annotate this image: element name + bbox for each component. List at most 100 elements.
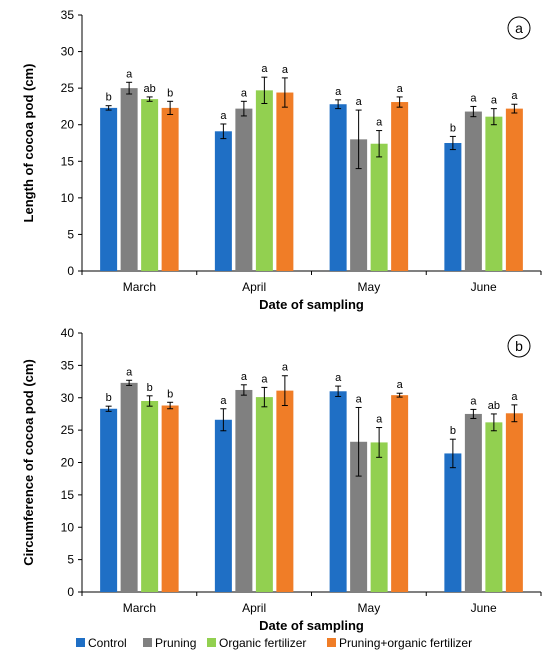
bar-control	[444, 143, 462, 271]
significance-letter: a	[220, 110, 227, 122]
bar-organic-fertilizer	[141, 400, 159, 592]
panel-label: a	[515, 20, 523, 36]
legend-label: Pruning	[155, 636, 196, 650]
legend-label: Control	[88, 636, 127, 650]
y-tick-label: 25	[61, 81, 75, 95]
significance-letter: b	[106, 392, 112, 404]
bar-pruning	[235, 108, 253, 271]
bar-pruning	[350, 139, 368, 271]
significance-letter: b	[167, 87, 173, 99]
significance-letter: a	[511, 90, 518, 102]
bar-control	[214, 419, 232, 592]
legend-swatch	[76, 638, 85, 647]
y-tick-label: 20	[61, 118, 75, 132]
bar-pruning-organic-fertilizer	[276, 390, 294, 592]
significance-letter: a	[470, 92, 477, 104]
legend: Control Pruning Organic fertilizer Pruning+…	[76, 636, 472, 650]
y-tick-label: 5	[67, 553, 74, 567]
panel-label: b	[515, 338, 523, 354]
significance-letter: a	[241, 371, 248, 383]
y-tick-label: 30	[61, 391, 75, 405]
significance-letter: a	[282, 64, 289, 76]
significance-letter: a	[397, 379, 404, 391]
y-tick-label: 35	[61, 358, 75, 372]
bar-organic-fertilizer	[370, 442, 388, 592]
significance-letter: a	[397, 83, 404, 95]
significance-letter: a	[491, 95, 498, 107]
significance-letter: ab	[488, 400, 500, 412]
y-axis-title: Length of cocoa pod (cm)	[21, 64, 36, 223]
significance-letter: a	[282, 362, 289, 374]
bar-control	[100, 107, 118, 272]
significance-letter: a	[376, 414, 383, 426]
significance-letter: b	[106, 92, 112, 104]
significance-letter: a	[335, 86, 342, 98]
y-tick-label: 30	[61, 45, 75, 59]
legend-swatch	[327, 638, 336, 647]
bar-control	[329, 391, 347, 592]
x-tick-label: June	[471, 280, 497, 294]
y-tick-label: 0	[67, 585, 74, 599]
bar-pruning	[120, 88, 138, 272]
y-tick-label: 10	[61, 191, 75, 205]
significance-letter: b	[167, 388, 173, 400]
x-tick-label: March	[123, 280, 156, 294]
x-tick-label: April	[242, 601, 266, 615]
x-tick-label: June	[471, 601, 497, 615]
bar-pruning-organic-fertilizer	[161, 405, 179, 592]
significance-letter: a	[470, 395, 477, 407]
significance-letter: a	[126, 68, 133, 80]
bar-pruning	[350, 441, 368, 592]
significance-letter: ab	[144, 83, 156, 95]
bar-pruning	[235, 389, 253, 592]
significance-letter: a	[335, 372, 342, 384]
x-tick-label: May	[358, 280, 381, 294]
y-tick-label: 10	[61, 520, 75, 534]
bar-organic-fertilizer	[485, 422, 503, 592]
y-tick-label: 15	[61, 488, 75, 502]
legend-label: Organic fertilizer	[219, 636, 306, 650]
bar-organic-fertilizer	[370, 143, 388, 271]
bar-control	[444, 453, 462, 592]
panel-label-circle	[507, 334, 531, 358]
bar-pruning-organic-fertilizer	[505, 108, 523, 271]
y-tick-label: 15	[61, 154, 75, 168]
bar-control	[100, 408, 118, 592]
bar-control	[329, 104, 347, 271]
significance-letter: b	[147, 382, 153, 394]
y-tick-label: 20	[61, 456, 75, 470]
y-tick-label: 5	[67, 227, 74, 241]
bar-pruning-organic-fertilizer	[391, 395, 409, 592]
bar-pruning-organic-fertilizer	[391, 102, 409, 271]
bar-pruning	[464, 413, 482, 592]
panel-label-circle	[507, 16, 531, 40]
x-axis-title: Date of sampling	[259, 297, 364, 312]
significance-letter: a	[126, 366, 133, 378]
legend-label: Pruning+organic fertilizer	[339, 636, 472, 650]
x-tick-label: March	[123, 601, 156, 615]
significance-letter: b	[450, 122, 456, 134]
legend-swatch	[207, 638, 216, 647]
bar-pruning-organic-fertilizer	[161, 107, 179, 272]
x-tick-label: April	[242, 280, 266, 294]
y-tick-label: 35	[61, 8, 75, 22]
bar-organic-fertilizer	[255, 90, 273, 271]
y-axis-title: Circumference of cocoa pod (cm)	[21, 359, 36, 566]
x-tick-label: May	[358, 601, 381, 615]
bar-organic-fertilizer	[141, 99, 159, 271]
x-axis-title: Date of sampling	[259, 618, 364, 633]
significance-letter: a	[511, 391, 518, 403]
y-tick-label: 0	[67, 264, 74, 278]
bar-organic-fertilizer	[485, 116, 503, 271]
legend-swatch	[143, 638, 152, 647]
bar-control	[214, 131, 232, 271]
significance-letter: a	[261, 373, 268, 385]
significance-letter: b	[450, 425, 456, 437]
significance-letter: a	[241, 87, 248, 99]
bar-pruning	[464, 111, 482, 271]
significance-letter: a	[220, 395, 227, 407]
y-tick-label: 40	[61, 326, 75, 340]
